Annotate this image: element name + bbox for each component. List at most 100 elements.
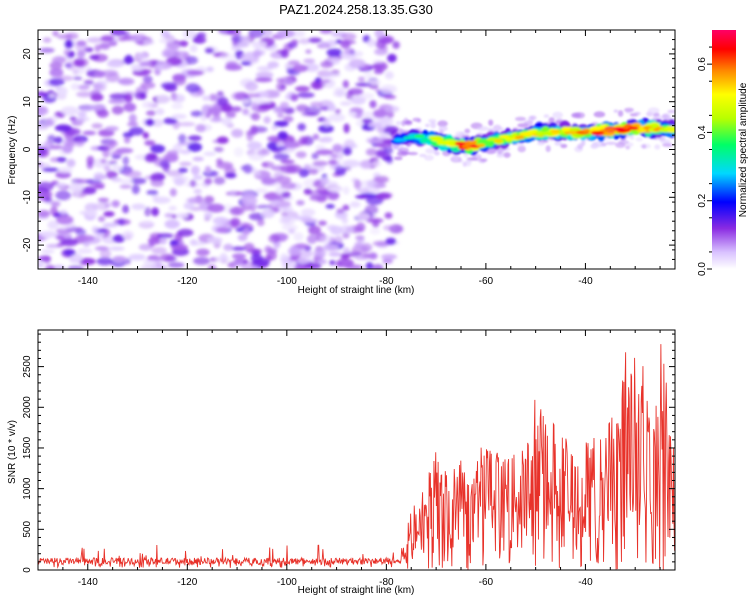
ridge-halo-blob xyxy=(394,156,403,161)
noise-blob xyxy=(219,52,237,61)
noise-blob xyxy=(231,92,245,101)
noise-blob xyxy=(42,167,59,172)
ridge-halo-blob xyxy=(617,110,624,117)
noise-blob xyxy=(273,153,290,161)
noise-blob xyxy=(251,41,267,49)
ridge-halo-blob xyxy=(615,142,626,148)
noise-blob xyxy=(86,37,104,43)
noise-blob xyxy=(320,61,334,68)
ridge-cell xyxy=(481,140,491,144)
noise-blob xyxy=(122,204,130,214)
noise-blob xyxy=(49,67,64,78)
noise-blob xyxy=(339,225,354,234)
noise-blob xyxy=(365,262,374,269)
noise-blob xyxy=(38,106,49,116)
noise-blob xyxy=(131,65,144,72)
noise-blob xyxy=(297,92,315,98)
ridge-cell xyxy=(432,138,444,142)
noise-blob xyxy=(329,260,336,266)
noise-blob xyxy=(82,130,97,136)
noise-blob xyxy=(52,30,59,37)
x-tick-label: -120 xyxy=(177,577,197,588)
ridge-cell xyxy=(581,128,591,133)
noise-blob xyxy=(123,136,131,144)
noise-blob xyxy=(93,174,108,180)
noise-blob xyxy=(378,132,391,138)
noise-blob xyxy=(295,151,307,159)
ridge-halo-blob xyxy=(428,118,437,124)
noise-blob xyxy=(327,103,336,112)
noise-blob xyxy=(179,40,189,47)
noise-blob xyxy=(299,250,313,258)
noise-blob xyxy=(129,177,147,185)
noise-blob xyxy=(225,111,236,119)
noise-blob xyxy=(150,144,166,154)
noise-blob xyxy=(164,219,180,229)
noise-blob xyxy=(292,64,309,73)
noise-blob xyxy=(268,234,281,244)
noise-blob xyxy=(177,228,194,237)
x-tick-label: -60 xyxy=(479,276,494,287)
noise-blob xyxy=(77,234,95,242)
noise-blob xyxy=(253,171,262,177)
noise-blob xyxy=(233,147,244,158)
noise-blob xyxy=(102,222,119,228)
noise-blob xyxy=(230,106,242,112)
noise-blob xyxy=(385,105,400,113)
noise-blob xyxy=(157,233,174,239)
noise-blob xyxy=(56,235,65,240)
noise-blob xyxy=(171,113,187,120)
ridge-halo-blob xyxy=(641,144,647,149)
noise-blob xyxy=(152,196,171,204)
noise-blob xyxy=(261,209,275,219)
noise-blob xyxy=(213,176,226,185)
ridge-cell xyxy=(454,141,466,146)
noise-blob xyxy=(83,79,95,86)
snr-series-line xyxy=(38,344,675,570)
noise-blob xyxy=(55,182,67,188)
noise-blob xyxy=(108,98,126,104)
noise-blob xyxy=(56,215,74,225)
noise-blob xyxy=(323,73,341,78)
spectrogram-x-ticks: -140 -120 -100 -80 -60 -40 xyxy=(37,30,661,287)
noise-blob xyxy=(96,232,104,238)
noise-blob xyxy=(291,30,306,38)
x-tick-label: -40 xyxy=(578,577,593,588)
noise-blob xyxy=(303,188,313,195)
noise-blob xyxy=(192,36,207,44)
noise-blob xyxy=(237,234,248,242)
noise-blob xyxy=(149,174,157,181)
noise-blob xyxy=(42,37,52,43)
ridge-halo-blob xyxy=(425,148,437,154)
noise-blob xyxy=(281,211,288,217)
noise-blob xyxy=(280,49,289,58)
noise-blob xyxy=(111,105,124,115)
noise-blob xyxy=(273,120,289,127)
noise-blob xyxy=(380,253,398,260)
noise-blob xyxy=(44,197,53,203)
noise-blob xyxy=(119,184,132,189)
noise-blob xyxy=(371,160,382,167)
noise-blob xyxy=(144,140,156,146)
noise-blob xyxy=(38,210,51,218)
noise-blob xyxy=(282,206,294,213)
noise-blob xyxy=(178,122,196,127)
noise-blob xyxy=(284,141,294,148)
colorbar-tick-label: 0.2 xyxy=(697,193,708,207)
noise-blob xyxy=(366,218,384,223)
noise-blob xyxy=(343,47,355,55)
noise-blob xyxy=(96,257,114,266)
noise-blob xyxy=(223,243,234,251)
y-tick-label: 500 xyxy=(22,521,33,538)
noise-blob xyxy=(224,64,243,71)
noise-blob xyxy=(308,168,319,175)
noise-blob xyxy=(51,114,59,123)
ridge-halo-blob xyxy=(593,111,606,118)
noise-blob xyxy=(355,235,365,241)
noise-blob xyxy=(280,182,297,190)
spectrogram-x-axis-label: Height of straight line (km) xyxy=(298,285,415,296)
noise-blob xyxy=(294,85,310,92)
noise-blob xyxy=(360,243,373,252)
